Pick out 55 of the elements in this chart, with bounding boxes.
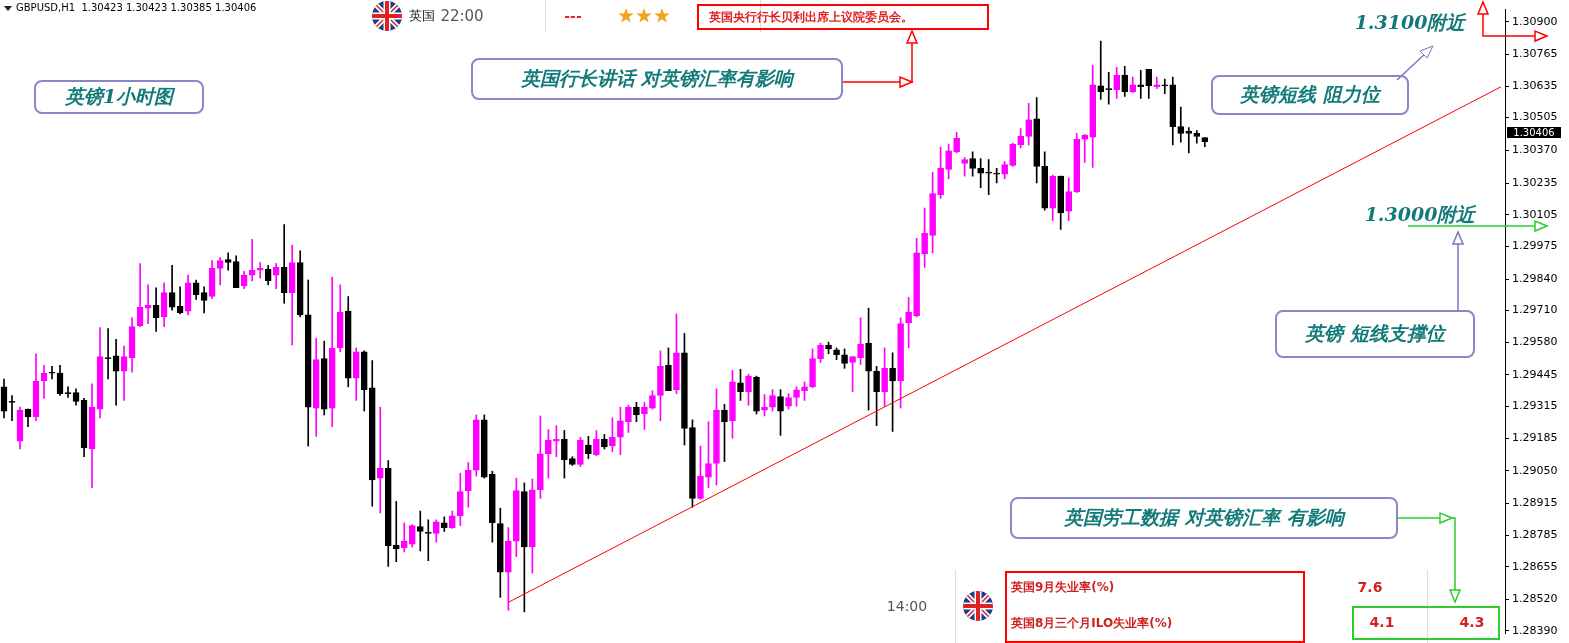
y-tick-label: 1.30105: [1512, 207, 1558, 221]
annotation: 英镑短线 阻力位: [1211, 75, 1409, 115]
y-tick-label: 1.30505: [1512, 110, 1558, 124]
y-tick-label: 1.30370: [1512, 143, 1558, 157]
candlestick: [8, 395, 16, 422]
candlestick: [224, 252, 232, 271]
y-tick-label: 1.30235: [1512, 176, 1558, 190]
y-tick-label: 1.28655: [1512, 559, 1558, 573]
annotation: 1.3100附近: [1353, 10, 1467, 35]
y-tick-label: 1.30635: [1512, 78, 1558, 92]
y-tick-label: 1.30900: [1512, 14, 1558, 28]
y-tick-label: 1.29975: [1512, 239, 1558, 253]
y-tick-label: 1.29185: [1512, 430, 1558, 444]
y-tick-label: 1.30765: [1512, 47, 1558, 61]
candlestick: [1105, 71, 1113, 105]
candlestick: [1137, 69, 1145, 99]
candlestick: [48, 366, 56, 380]
annotation: 14:00: [885, 597, 929, 616]
candlestick: [400, 522, 408, 553]
candlestick: [112, 338, 120, 406]
y-tick-label: 1.29580: [1512, 334, 1558, 348]
annotation: 英国9月失业率(%): [1011, 578, 1116, 596]
y-tick-label: 1.29050: [1512, 463, 1558, 477]
y-tick-label: 1.29315: [1512, 399, 1558, 413]
y-tick-label: 1.28785: [1512, 527, 1558, 541]
annotation: ---: [563, 7, 583, 26]
candlestick: [1161, 78, 1169, 94]
annotation: 4.3: [1458, 613, 1486, 632]
y-tick-label: 1.28915: [1512, 496, 1558, 510]
text: 1.30406: [1507, 127, 1561, 138]
annotation: 22:00: [440, 7, 484, 25]
candlestick: [376, 406, 384, 514]
annotation: 英国: [408, 7, 436, 25]
annotation: 7.6: [1356, 578, 1384, 597]
candlestick: [1097, 40, 1105, 100]
annotation: 英镑1小时图: [34, 80, 204, 114]
y-tick-label: 1.29710: [1512, 303, 1558, 317]
y-tick-label: 1.28520: [1512, 592, 1558, 606]
candlestick: [1177, 106, 1185, 143]
y-tick-label: 1.29445: [1512, 367, 1558, 381]
annotation: 英镑 短线支撑位: [1275, 310, 1475, 358]
annotation: 英国劳工数据 对英镑汇率 有影响: [1010, 497, 1398, 539]
y-tick-label: 1.29840: [1512, 271, 1558, 285]
candlestick: [1081, 134, 1089, 163]
candlestick: [1185, 127, 1193, 154]
candlestick: [256, 262, 264, 279]
annotation: 英国8月三个月ILO失业率(%): [1011, 614, 1174, 632]
chart-title: GBPUSD,H1 1.30423 1.30423 1.30385 1.30406: [16, 2, 257, 13]
annotation: 英国央行行长贝利出席上议院委员会。: [697, 4, 989, 30]
y-tick-label: 1.28390: [1512, 623, 1558, 637]
annotation: 1.3000附近: [1363, 202, 1477, 227]
annotation: 4.1: [1368, 613, 1396, 632]
candlestick: [416, 510, 424, 552]
annotation: 英国行长讲话 对英镑汇率有影响: [471, 58, 843, 100]
candlestick: [1153, 76, 1161, 90]
